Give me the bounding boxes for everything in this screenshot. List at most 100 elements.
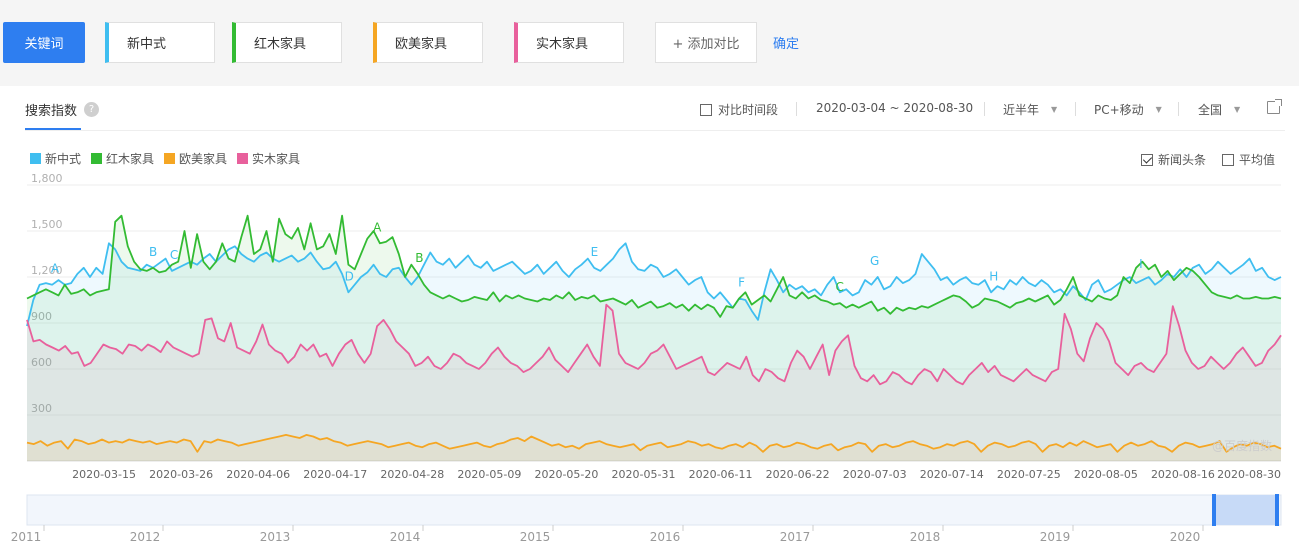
keyword-bar: 关键词 新中式 红木家具 欧美家具 实木家具 + 添加对比 确定: [0, 0, 1299, 86]
keyword-input-2[interactable]: 红木家具: [232, 22, 342, 63]
navigator-year-label: 2018: [910, 530, 941, 544]
legend-label: 新中式: [45, 152, 82, 166]
y-tick-label: 600: [31, 356, 52, 369]
legend-swatch: [164, 153, 176, 164]
confirm-link[interactable]: 确定: [773, 37, 800, 52]
average-checkbox[interactable]: [1222, 153, 1234, 166]
x-tick-label: 2020-04-06: [226, 468, 290, 481]
y-tick-label: 1,200: [31, 264, 63, 277]
navigator-year-label: 2015: [520, 530, 551, 544]
x-tick-label: 2020-06-11: [689, 468, 753, 481]
date-range-text: 2020-03-04 ~ 2020-08-30: [816, 101, 974, 115]
period-value: 近半年: [1003, 103, 1040, 117]
navigator-year-label: 2017: [780, 530, 811, 544]
legend-item[interactable]: 红木家具: [91, 150, 154, 167]
navigator-year-label: 2020: [1170, 530, 1201, 544]
y-tick-label: 300: [31, 402, 52, 415]
news-toggle[interactable]: 新闻头条: [1141, 151, 1206, 168]
series-line: [26, 214, 1282, 318]
navigator-year-label: 2019: [1040, 530, 1071, 544]
divider: [1075, 102, 1076, 116]
help-icon[interactable]: ?: [84, 102, 100, 117]
x-tick-label: 2020-07-25: [997, 468, 1061, 481]
legend-item[interactable]: 新中式: [30, 150, 81, 167]
x-tick-label: 2020-04-28: [380, 468, 444, 481]
news-annotation: A: [51, 262, 60, 276]
news-annotation: D: [345, 269, 354, 283]
navigator-year-label: 2014: [390, 530, 421, 544]
news-annotation: I: [1139, 257, 1143, 271]
x-tick-label: 2020-03-15: [72, 468, 136, 481]
panel-title: 搜索指数 ?: [25, 100, 100, 119]
x-tick-label: 2020-04-17: [303, 468, 367, 481]
legend-item[interactable]: 欧美家具: [164, 150, 227, 167]
compare-period-toggle[interactable]: 对比时间段: [700, 101, 778, 118]
series-area: [27, 304, 1281, 461]
date-range-picker[interactable]: 2020-03-04 ~ 2020-08-30: [816, 101, 973, 115]
device-value: PC+移动: [1094, 103, 1144, 117]
news-checkbox[interactable]: [1141, 153, 1153, 166]
series-area: [27, 215, 1281, 461]
keyword-input-4[interactable]: 实木家具: [514, 22, 624, 63]
news-annotation: C: [835, 280, 843, 294]
news-label: 新闻头条: [1158, 153, 1207, 167]
series-line: [26, 434, 1282, 453]
news-annotation: B: [415, 251, 423, 265]
news-annotation: E: [591, 245, 599, 259]
add-compare-button[interactable]: + 添加对比: [655, 22, 757, 63]
device-select[interactable]: PC+移动 ▼: [1094, 101, 1162, 118]
panel-divider: [25, 130, 1285, 131]
region-value: 全国: [1198, 103, 1223, 117]
compare-label: 对比时间段: [718, 103, 779, 117]
x-tick-label: 2020-06-22: [766, 468, 830, 481]
news-annotation: H: [989, 269, 998, 283]
watermark: @百度指数: [1212, 438, 1272, 453]
legend-item[interactable]: 实木家具: [237, 150, 300, 167]
legend-swatch: [237, 153, 249, 164]
y-tick-label: 900: [31, 310, 52, 323]
navigator-handle-left: [1212, 494, 1216, 526]
x-tick-label: 2020-08-30: [1217, 468, 1281, 481]
average-toggle[interactable]: 平均值: [1222, 151, 1275, 168]
navigator-year-label: 2016: [650, 530, 681, 544]
divider: [796, 102, 797, 116]
legend-swatch: [30, 153, 41, 164]
news-annotation: G: [870, 254, 879, 268]
legend-label: 红木家具: [106, 152, 155, 166]
y-tick-label: 1,500: [31, 218, 63, 231]
keyword-input-3[interactable]: 欧美家具: [373, 22, 483, 63]
navigator-year-label: 2011: [11, 530, 42, 544]
navigator-year-label: 2013: [260, 530, 291, 544]
compare-checkbox[interactable]: [700, 103, 712, 116]
divider: [1178, 102, 1179, 116]
legend-swatch: [91, 153, 103, 164]
external-link-icon[interactable]: [1267, 99, 1282, 114]
x-tick-label: 2020-03-26: [149, 468, 213, 481]
navigator-year-label: 2012: [130, 530, 161, 544]
region-select[interactable]: 全国 ▼: [1198, 101, 1240, 118]
series-line: [26, 303, 1282, 386]
legend-label: 实木家具: [252, 152, 301, 166]
x-tick-label: 2020-07-14: [920, 468, 984, 481]
search-index-tab[interactable]: 搜索指数: [25, 104, 78, 119]
legend-label: 欧美家具: [179, 152, 228, 166]
caret-down-icon: ▼: [1051, 105, 1058, 114]
x-tick-label: 2020-05-09: [457, 468, 521, 481]
x-tick-label: 2020-08-05: [1074, 468, 1138, 481]
navigator-track: [26, 494, 1282, 526]
news-annotation: F: [738, 275, 745, 289]
keyword-tab-button[interactable]: 关键词: [3, 22, 85, 63]
divider: [984, 102, 985, 116]
x-tick-label: 2020-05-31: [612, 468, 676, 481]
keyword-input-1[interactable]: 新中式: [105, 22, 215, 63]
average-label: 平均值: [1239, 153, 1276, 167]
news-annotation: C: [170, 248, 178, 262]
navigator-handle-right: [1275, 494, 1279, 526]
news-annotation: A: [373, 220, 382, 234]
period-select[interactable]: 近半年 ▼: [1003, 101, 1057, 118]
caret-down-icon: ▼: [1155, 105, 1162, 114]
navigator-selection: [1215, 495, 1278, 525]
y-tick-label: 1,800: [31, 172, 63, 185]
news-annotation: B: [149, 245, 157, 259]
